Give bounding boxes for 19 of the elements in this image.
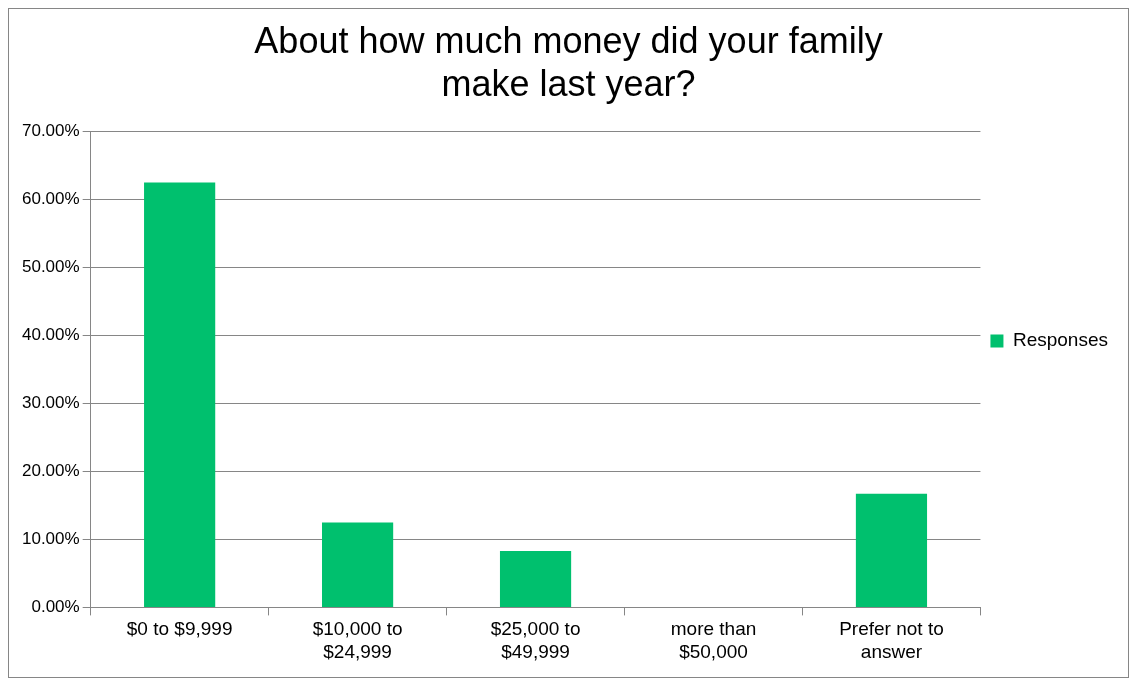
y-tick-label: 50.00% bbox=[21, 257, 80, 277]
x-tick-label: more than $50,000 bbox=[670, 618, 757, 662]
legend-label: Responses bbox=[1012, 329, 1109, 351]
bar bbox=[855, 493, 928, 607]
x-tick-label: $10,000 to $24,999 bbox=[312, 618, 403, 662]
y-tick-label: 70.00% bbox=[21, 121, 80, 141]
bar bbox=[144, 182, 216, 607]
chart-title: About how much money did your family make last year? bbox=[254, 19, 883, 104]
x-tick-label: $25,000 to $49,999 bbox=[490, 618, 581, 662]
x-tick-label: $0 to $9,999 bbox=[126, 618, 233, 640]
y-tick-label: 10.00% bbox=[21, 529, 80, 549]
bar bbox=[499, 550, 572, 607]
bar bbox=[322, 522, 394, 607]
y-tick-label: 60.00% bbox=[21, 189, 80, 209]
y-tick-label: 30.00% bbox=[21, 393, 80, 413]
x-tick-label: Prefer not to answer bbox=[839, 618, 944, 662]
y-tick-label: 0.00% bbox=[31, 597, 80, 617]
y-tick-label: 40.00% bbox=[21, 325, 80, 345]
y-tick-label: 20.00% bbox=[21, 461, 80, 481]
